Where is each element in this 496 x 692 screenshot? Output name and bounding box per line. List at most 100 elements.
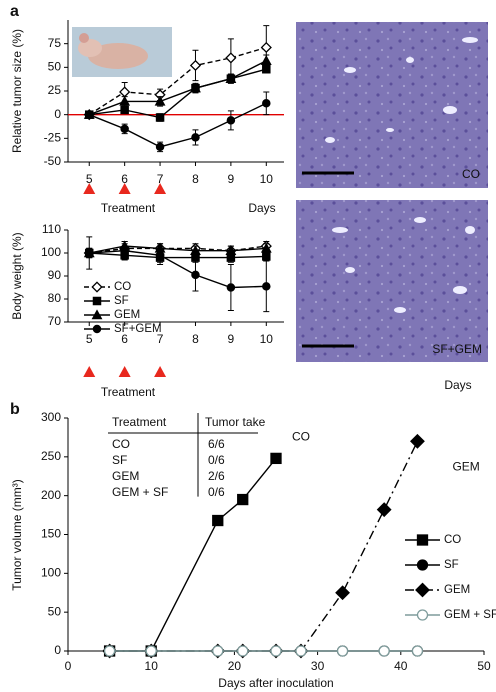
y-tick-label: 100	[41, 245, 61, 259]
marker	[120, 246, 129, 255]
marker	[103, 645, 116, 657]
series-line	[89, 252, 267, 259]
marker	[226, 283, 236, 292]
table-cell: 0/6	[208, 453, 225, 467]
x-tick-label: 10	[260, 172, 274, 186]
marker	[145, 645, 157, 657]
y-tick-label: 25	[48, 83, 62, 97]
marker	[190, 245, 201, 255]
legend-marker	[416, 559, 429, 571]
table-cell: 6/6	[208, 437, 225, 451]
series-end-label: CO	[292, 430, 310, 444]
x-tick-label: 6	[121, 172, 128, 186]
marker	[262, 282, 271, 291]
marker	[212, 645, 224, 657]
marker	[189, 59, 202, 72]
marker	[84, 248, 94, 258]
x-tick-label: 8	[192, 332, 199, 346]
legend-label: GEM + SF	[444, 609, 496, 621]
marker	[155, 142, 165, 152]
legend-label: SF	[114, 295, 129, 307]
y-tick-label: 250	[41, 449, 61, 463]
x-tick-label: 10	[145, 659, 159, 673]
marker	[225, 73, 237, 83]
y-tick-label: 0	[54, 107, 61, 121]
x-axis-label: Days	[248, 201, 275, 215]
x-tick-label: 6	[121, 332, 128, 346]
marker	[260, 41, 272, 54]
series-line	[89, 249, 267, 289]
series-line	[89, 245, 267, 254]
marker	[191, 270, 200, 280]
y-axis-label: Tumor volume (mm³)	[10, 479, 24, 591]
treatment-marker	[83, 366, 96, 377]
marker	[226, 116, 236, 125]
y-tick-label: -25	[44, 131, 62, 145]
legend-marker	[92, 324, 102, 334]
x-tick-label: 7	[157, 332, 164, 346]
series-end-label: GEM	[452, 459, 479, 473]
marker	[154, 95, 166, 106]
table-cell: 0/6	[208, 485, 225, 499]
series-line	[88, 46, 267, 116]
x-tick-label: 10	[260, 332, 274, 346]
y-tick-label: 300	[41, 410, 61, 424]
treatment-marker	[154, 183, 167, 194]
legend-marker	[415, 582, 430, 598]
series-line	[89, 68, 267, 119]
marker	[270, 645, 282, 657]
x-tick-label: 5	[86, 172, 93, 186]
x-tick-label: 9	[228, 332, 235, 346]
legend-label: CO	[444, 534, 461, 546]
y-tick-label: 80	[48, 291, 62, 305]
marker	[411, 645, 424, 657]
treatment-label: Treatment	[101, 201, 156, 215]
y-tick-label: 75	[48, 36, 62, 50]
legend-marker	[416, 534, 429, 546]
legend-marker	[92, 296, 102, 306]
marker	[262, 252, 271, 261]
legend-marker	[416, 609, 429, 621]
marker	[410, 433, 425, 449]
table-cell: GEM	[112, 469, 139, 483]
table-cell: CO	[112, 437, 130, 451]
x-axis-label: Days after inoculation	[218, 676, 333, 690]
y-tick-label: 150	[41, 527, 61, 541]
x-tick-label: 50	[477, 659, 491, 673]
table-header: Treatment	[112, 415, 167, 429]
treatment-marker	[118, 183, 131, 194]
marker	[190, 82, 201, 93]
y-tick-label: 90	[48, 268, 62, 282]
marker	[376, 502, 392, 518]
series-line	[89, 60, 267, 116]
y-axis-label: Relative tumor size (%)	[10, 29, 24, 153]
x-tick-label: 7	[157, 172, 164, 186]
y-axis-label: Body weight (%)	[10, 232, 24, 319]
micrograph: CO	[296, 22, 488, 188]
marker	[120, 105, 129, 115]
legend-marker	[91, 281, 103, 293]
y-tick-label: 50	[48, 60, 62, 74]
x-tick-label: 8	[192, 172, 199, 186]
legend-marker	[91, 309, 103, 320]
micrograph-label: SF+GEM	[432, 342, 482, 356]
marker	[260, 242, 272, 253]
marker	[270, 452, 282, 465]
marker	[260, 55, 272, 65]
legend-label: GEM	[114, 309, 140, 321]
x-axis-label: Days	[444, 378, 471, 392]
table-cell: SF	[112, 453, 127, 467]
legend-label: CO	[114, 281, 131, 293]
mouse-photo	[72, 27, 172, 77]
x-tick-label: 20	[228, 659, 242, 673]
marker	[119, 86, 131, 98]
marker	[119, 95, 131, 106]
marker	[120, 124, 129, 134]
legend-label: SF	[444, 559, 459, 571]
legend-label: GEM	[444, 584, 470, 596]
table-cell: GEM + SF	[112, 485, 168, 499]
panel-label: b	[10, 401, 20, 418]
marker	[84, 110, 94, 119]
y-tick-label: 50	[48, 604, 62, 618]
marker	[378, 645, 390, 657]
